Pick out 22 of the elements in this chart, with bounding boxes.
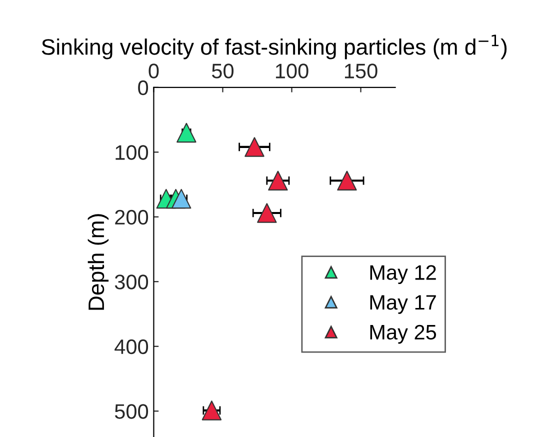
y-tick-label: 300 — [114, 274, 148, 290]
point — [244, 137, 264, 157]
point — [337, 170, 357, 190]
y-tick-label: 0 — [138, 80, 148, 96]
point — [202, 400, 222, 420]
y-tick-label: 100 — [116, 145, 148, 160]
point — [257, 203, 277, 223]
x-tick-label: 150 — [344, 64, 378, 78]
x-tick-label: 100 — [276, 64, 308, 78]
x-tick-label: 50 — [212, 64, 234, 78]
legend-label: May 17 — [370, 295, 436, 314]
legend-label: May 12 — [370, 265, 436, 284]
x-tick-label: 0 — [148, 64, 159, 78]
point — [176, 122, 196, 143]
legend-label: May 25 — [370, 324, 436, 344]
y-tick-label: 200 — [115, 210, 148, 225]
point — [268, 170, 288, 190]
y-tick-label: 500 — [114, 404, 148, 419]
y-axis-title: Depth (m) — [88, 214, 109, 310]
point — [171, 188, 192, 209]
x-axis-title: Sinking velocity of fast-sinking particles (m d$^{−1}$) — [42, 34, 507, 60]
y-tick-label: 400 — [114, 339, 148, 354]
